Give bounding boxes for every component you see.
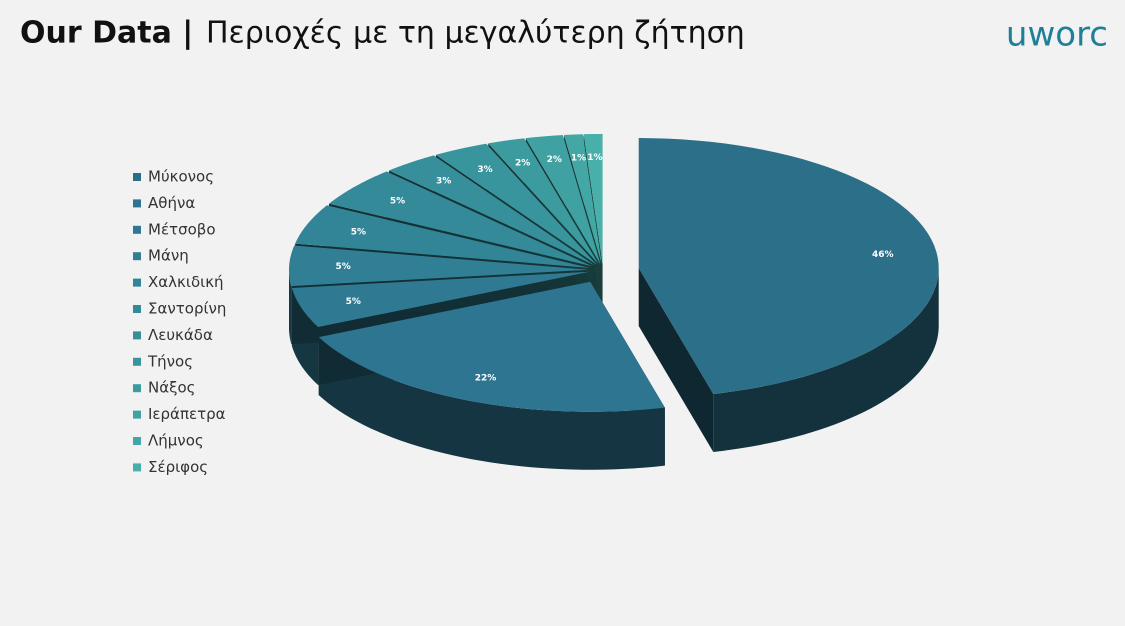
legend-swatch (133, 331, 141, 340)
slice (488, 138, 599, 265)
legend-label: Μέτσοβο (148, 220, 216, 238)
legend-swatch (133, 225, 141, 234)
slice (525, 135, 601, 265)
data-label: 2% (515, 158, 530, 168)
legend-label: Τήνος (147, 352, 193, 370)
slice (389, 155, 595, 266)
data-label: 46% (872, 250, 894, 260)
legend-label: Χαλκιδική (148, 273, 224, 291)
data-label: 1% (571, 153, 586, 163)
legend-swatch (133, 199, 141, 208)
legend-label: Ιεράπετρα (148, 405, 226, 423)
slice-tops: 46% 22% 5% 5% 5% 5% 3% 3% 2% 2% 1% 1% (289, 133, 939, 412)
slice (583, 133, 603, 264)
legend-label: Λήμνος (148, 432, 204, 450)
legend-swatch (133, 173, 141, 181)
legend-swatch (133, 437, 141, 445)
data-label: 3% (436, 176, 451, 186)
slice (638, 138, 939, 394)
legend-label: Λευκάδα (148, 326, 213, 344)
data-label: 5% (351, 227, 366, 237)
data-label: 1% (587, 153, 602, 163)
slice-side (318, 337, 665, 470)
slice (329, 171, 592, 267)
data-label: 5% (390, 196, 405, 206)
slice-side (713, 268, 939, 452)
subtitle: Περιοχές με τη μεγαλύτερη ζήτηση (206, 16, 745, 51)
title: Our Data | (20, 16, 193, 51)
slice (564, 134, 602, 264)
legend-label: Αθήνα (148, 194, 195, 212)
data-label: 22% (475, 374, 497, 384)
slice (289, 245, 590, 287)
data-label: 5% (346, 297, 361, 307)
legend-label: Νάξος (148, 379, 195, 397)
slice (318, 281, 665, 412)
slice-wall (638, 268, 714, 452)
legend-label: Μύκονος (148, 168, 214, 186)
legend-swatch (133, 357, 141, 366)
legend-label: Μάνη (148, 247, 189, 265)
slice (291, 271, 590, 328)
legend-swatch (133, 384, 141, 393)
data-label: 5% (335, 262, 350, 272)
legend-swatch (133, 252, 141, 261)
legend-swatch (133, 410, 141, 419)
legend-label: Σαντορίνη (148, 300, 226, 318)
data-label: 2% (547, 155, 562, 165)
slice (295, 205, 590, 268)
logo: uworc (1006, 15, 1108, 55)
legend-swatch (133, 463, 141, 472)
data-label: 3% (477, 165, 492, 175)
legend-swatch (133, 278, 141, 287)
slice (435, 143, 597, 265)
legend-swatch (133, 305, 141, 313)
slice-side (289, 269, 292, 345)
legend-label: Σέριφος (148, 458, 208, 476)
